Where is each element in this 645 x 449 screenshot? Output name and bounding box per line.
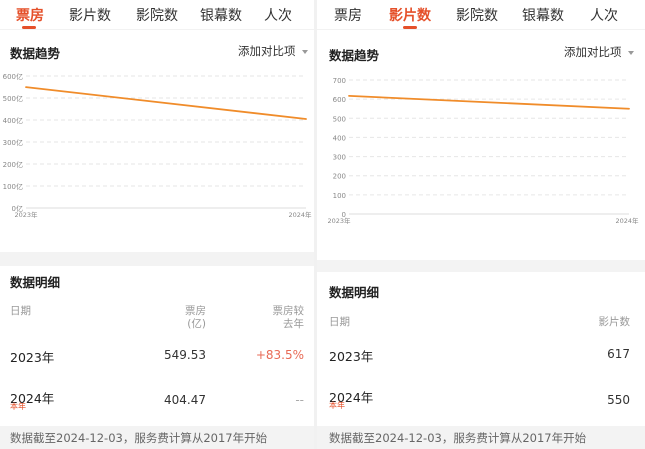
- series-line: [348, 94, 630, 110]
- tab-cinema-count[interactable]: 影院数: [456, 8, 498, 24]
- section-gap: [317, 260, 645, 272]
- detail-title: 数据明细: [10, 275, 61, 290]
- header-line-1: 票房 (亿): [185, 305, 206, 330]
- y-tick-label: 0亿: [12, 204, 23, 213]
- tab-box-office[interactable]: 票房: [16, 8, 44, 24]
- current-year-tag: 本年: [10, 402, 26, 411]
- tab-film-count[interactable]: 影片数: [389, 8, 431, 24]
- row-year: 2024年: [329, 390, 374, 405]
- tab-film-count[interactable]: 影片数: [69, 8, 111, 24]
- tab-divider: [0, 29, 314, 30]
- film-count-panel: 票房 影片数 影院数 银幕数 人次 数据趋势 添加对比项 0 100 200 300 4…: [317, 0, 645, 449]
- y-tick-label: 300亿: [3, 138, 23, 147]
- film-count-trend-chart: 0 100 200 300 400 500 600 700 2023年 2024年: [327, 77, 639, 225]
- tab-admissions[interactable]: 人次: [264, 8, 292, 24]
- active-tab-indicator: [22, 26, 36, 29]
- panel-divider: [314, 0, 317, 449]
- column-header-box-office: 票房 (亿): [185, 305, 206, 331]
- column-header-film-count: 影片数: [598, 316, 631, 328]
- row-box-office: 549.53: [164, 348, 206, 362]
- caret-down-icon: [301, 49, 308, 54]
- tab-cinema-count[interactable]: 影院数: [136, 8, 178, 24]
- data-note: 数据截至2024-12-03，服务费计算从2017年开始: [0, 426, 314, 449]
- section-gap: [0, 252, 314, 266]
- box-office-trend-chart: 0亿 100亿 200亿 300亿 400亿 500亿 600亿 2023年 2024年: [3, 72, 312, 219]
- tab-divider: [317, 29, 645, 30]
- y-tick-label: 0: [342, 211, 346, 219]
- add-compare-label: 添加对比项: [564, 45, 622, 59]
- row-year: 2023年: [10, 350, 55, 365]
- add-compare-dropdown[interactable]: 添加对比项: [238, 43, 308, 59]
- y-tick-label: 600亿: [3, 72, 23, 81]
- active-tab-indicator: [403, 26, 417, 29]
- y-tick-label: 300: [333, 154, 346, 162]
- trend-title: 数据趋势: [10, 46, 61, 61]
- header-line-2: 票房较 去年: [272, 305, 305, 330]
- column-header-yoy: 票房较 去年: [273, 305, 305, 331]
- x-tick-label: 2023年: [327, 216, 351, 225]
- detail-title: 数据明细: [329, 285, 380, 300]
- tab-screen-count[interactable]: 银幕数: [200, 8, 242, 24]
- row-year: 2023年: [329, 349, 374, 364]
- x-tick-label: 2024年: [615, 216, 639, 225]
- row-film-count: 550: [607, 393, 630, 407]
- series-line: [25, 86, 307, 120]
- row-yoy: +83.5%: [255, 348, 304, 362]
- y-tick-label: 200: [333, 173, 346, 181]
- caret-down-icon: [627, 50, 634, 55]
- x-tick-label: 2024年: [288, 210, 312, 219]
- add-compare-dropdown[interactable]: 添加对比项: [564, 44, 634, 60]
- y-tick-label: 500亿: [3, 94, 23, 103]
- row-year: 2024年: [10, 391, 55, 406]
- tab-screen-count[interactable]: 银幕数: [522, 8, 564, 24]
- row-film-count: 617: [607, 347, 630, 361]
- trend-title: 数据趋势: [329, 48, 380, 63]
- column-header-date: 日期: [10, 305, 31, 317]
- y-tick-label: 400: [333, 134, 346, 142]
- current-year-tag: 本年: [329, 401, 345, 410]
- column-header-date: 日期: [329, 316, 350, 328]
- y-tick-label: 100: [333, 192, 346, 200]
- tab-bar: 票房 影片数 影院数 银幕数 人次: [0, 0, 314, 30]
- tab-admissions[interactable]: 人次: [590, 8, 618, 24]
- y-tick-label: 700: [333, 77, 346, 85]
- y-tick-label: 200亿: [3, 160, 23, 169]
- row-yoy: --: [295, 393, 304, 407]
- add-compare-label: 添加对比项: [238, 44, 296, 58]
- row-box-office: 404.47: [164, 393, 206, 407]
- y-tick-label: 400亿: [3, 116, 23, 125]
- y-tick-label: 500: [333, 115, 346, 123]
- tab-bar: 票房 影片数 影院数 银幕数 人次: [317, 0, 645, 30]
- y-tick-label: 600: [333, 96, 346, 104]
- tab-box-office[interactable]: 票房: [334, 8, 362, 24]
- data-note: 数据截至2024-12-03，服务费计算从2017年开始: [317, 426, 645, 449]
- x-tick-label: 2023年: [14, 210, 38, 219]
- y-tick-label: 100亿: [3, 182, 23, 191]
- box-office-panel: 票房 影片数 影院数 银幕数 人次 数据趋势 添加对比项 0亿 100亿 200亿 3…: [0, 0, 314, 449]
